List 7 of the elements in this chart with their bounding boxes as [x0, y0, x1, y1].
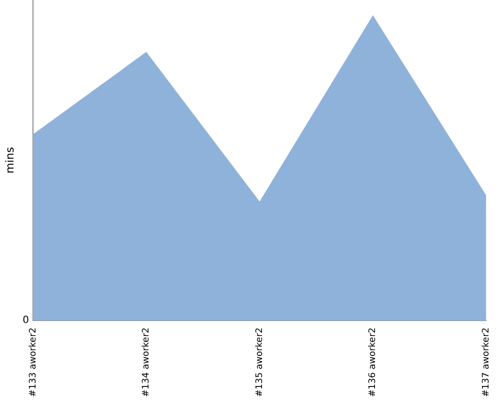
text: 0 [22, 315, 29, 326]
x-tick-label: #133 aworker2 [28, 327, 38, 398]
x-tick-label: #136 aworker2 [368, 327, 378, 398]
y-axis-title: mins [3, 146, 16, 174]
x-tick-label: #137 aworker2 [482, 327, 492, 398]
x-tick-label: #135 aworker2 [254, 327, 265, 398]
x-tick-label: #134 aworker2 [142, 327, 152, 398]
